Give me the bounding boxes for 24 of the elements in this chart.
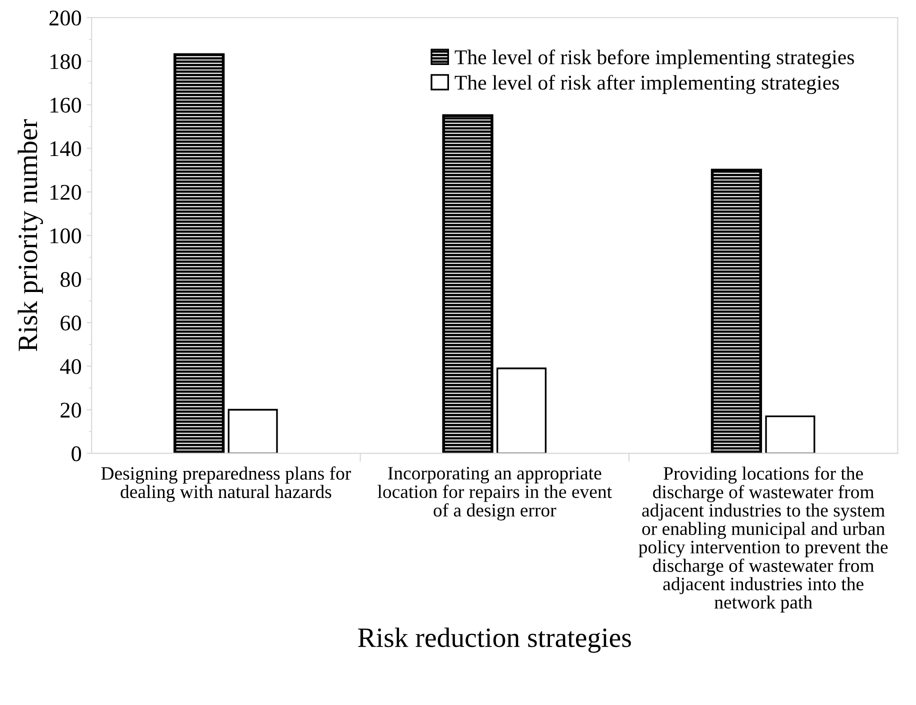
bar — [496, 368, 547, 454]
y-tick-label: 60 — [60, 316, 82, 331]
x-tick-label: Providing locations for the discharge of wastewater from adjacent industries to the system or enabling municipal and urban policy intervention to prevent the discharge of wastewater from adjacent industries into the network path — [638, 466, 888, 612]
x-axis-title: Risk reduction strategies — [358, 628, 631, 653]
bar — [228, 408, 278, 454]
y-tick-label: 180 — [50, 54, 82, 70]
y-tick-label: 140 — [50, 141, 82, 156]
y-axis-title: Risk priority number — [18, 119, 43, 352]
bar — [442, 114, 494, 454]
y-tick-label: 200 — [50, 10, 82, 26]
bar — [710, 168, 762, 454]
y-tick-label: 80 — [60, 272, 82, 287]
x-tick-label: Designing preparedness plans for dealing with natural hazards — [101, 466, 352, 502]
legend-label: The level of risk before implementing strategies — [454, 49, 854, 69]
bar — [765, 415, 816, 454]
y-tick-label: 160 — [50, 98, 82, 113]
legend-label: The level of risk after implementing strategies — [454, 74, 839, 94]
y-tick-label: 20 — [60, 402, 82, 418]
x-tick-label: Incorporating an appropriate location for repairs in the event of a design error — [378, 466, 612, 520]
y-tick-label: 0 — [72, 446, 82, 462]
bar — [174, 53, 225, 454]
y-tick-label: 100 — [50, 228, 82, 244]
y-tick-label: 40 — [60, 359, 82, 374]
y-tick-label: 120 — [50, 184, 82, 200]
